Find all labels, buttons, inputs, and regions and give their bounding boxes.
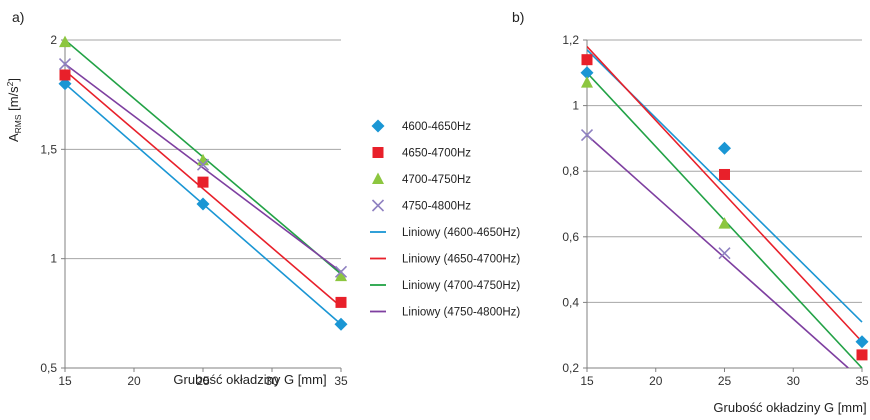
y-axis-label-sup: 2 [5,81,15,86]
legend-marker-stroke-2 [371,199,385,212]
y-tick-label: 2 [50,33,57,47]
legend-label: Liniowy (4650-4700Hz) [402,254,520,266]
data-point [855,335,869,349]
trendline [587,134,849,368]
y-tick-label: 0,8 [562,164,579,178]
panel-label: b) [512,9,524,25]
data-point [334,317,348,331]
data-point-stroke-2 [196,158,210,171]
trendline [65,70,342,308]
y-tick-label: 0,5 [40,361,57,375]
x-tick-label: 30 [265,374,279,388]
y-axis-label-unit: [m/s [6,86,21,115]
data-point [59,35,71,48]
chart-panel-a: 0,5 1 1,5 2 15 20 25 30 35 a) Grubość okładziny G … [5,9,348,388]
y-axis-label-close: ] [6,78,21,82]
x-tick-label: 35 [334,374,348,388]
legend-label: 4650-4700Hz [402,148,471,160]
x-axis-label: Grubość okładziny G [mm] [713,400,866,415]
legend-marker [371,199,385,212]
data-point-stroke-2 [334,265,348,278]
x-tick-label: 20 [127,374,141,388]
y-tick-label: 0,2 [562,361,579,375]
data-point [196,158,210,171]
trendline [587,46,863,343]
data-point [718,247,731,260]
x-tick-label: 25 [196,374,210,388]
y-tick-label: 1,2 [562,33,579,47]
legend-label: Liniowy (4750-4800Hz) [402,307,520,319]
legend-marker [372,147,384,158]
y-tick-label: 0,6 [562,230,579,244]
y-axis-label-sub: RMS [13,114,23,133]
data-point [196,197,210,211]
data-point [335,269,347,282]
data-point [718,141,731,155]
legend-label: 4700-4750Hz [402,174,471,186]
data-point-stroke-2 [718,247,731,260]
x-axis-label: Grubość okładziny G [mm] [173,372,326,387]
legend-marker [372,172,384,184]
x-tick-label: 30 [787,374,801,388]
y-tick-label: 1 [572,99,579,113]
data-point-stroke-2 [580,129,594,142]
data-point [581,76,593,88]
data-point [719,168,730,180]
data-point [856,349,868,361]
x-tick-label: 20 [649,374,663,388]
y-axis-label-base: A [6,133,21,142]
x-tick-label: 15 [58,374,72,388]
data-point [58,57,72,71]
legend-marker [371,119,385,133]
chart-panel-b: 0,2 0,4 0,6 0,8 1 1,2 15 20 25 30 35 b) Grubość okła… [512,9,869,415]
legend-label: Liniowy (4700-4750Hz) [402,280,520,292]
legend-label: 4750-4800Hz [402,201,471,213]
x-tick-label: 35 [855,374,869,388]
data-point [580,129,594,142]
x-tick-label: 25 [718,374,732,388]
legend-label: Liniowy (4600-4650Hz) [402,227,520,239]
trendline [65,63,342,273]
panel-label: a) [12,9,24,25]
chart-legend: 4600-4650Hz 4650-4700Hz 4700-4750Hz 4750-48… [370,119,520,319]
trendlines [587,46,863,368]
x-tick-label: 15 [580,374,594,388]
data-point [334,265,348,278]
data-point [718,217,731,229]
legend-label: 4600-4650Hz [402,121,471,133]
data-point [197,176,209,188]
data-point [581,54,593,66]
data-point [59,69,71,81]
y-tick-label: 1 [50,252,57,266]
data-point [580,66,594,80]
y-axis-label: ARMS [m/s2] [5,78,23,142]
y-tick-label: 0,4 [562,295,579,309]
data-point [335,296,347,308]
y-tick-label: 1,5 [40,142,57,156]
data-point-stroke-2 [58,57,72,71]
